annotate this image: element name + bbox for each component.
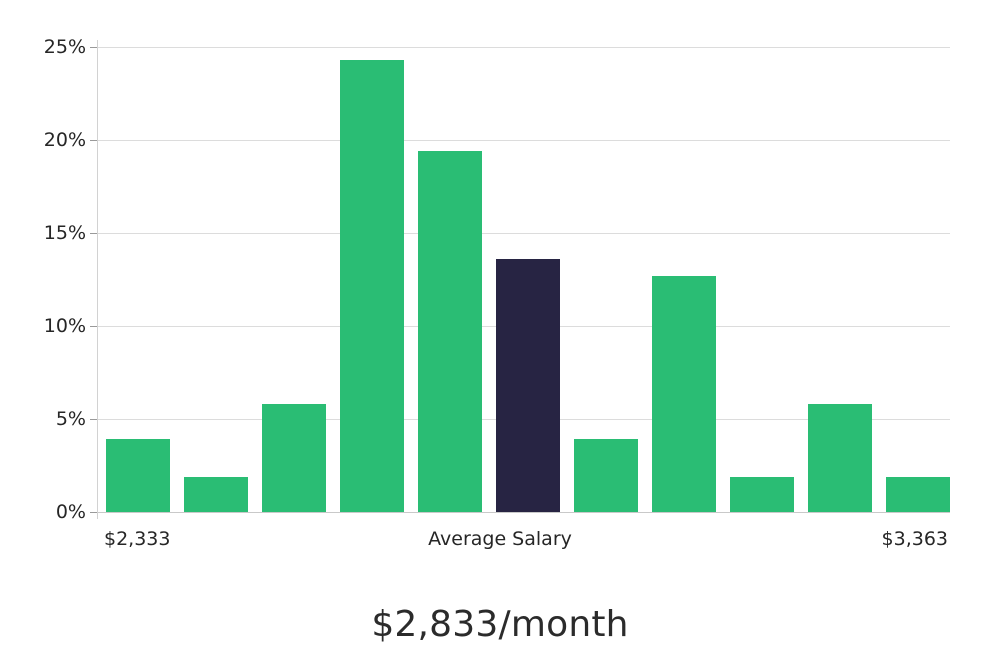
y-tick-label: 20% bbox=[43, 129, 86, 151]
chart-caption: $2,833/month bbox=[371, 604, 629, 645]
gridline-25% bbox=[98, 47, 950, 48]
plot-area bbox=[90, 47, 950, 513]
bar[interactable] bbox=[184, 476, 248, 512]
y-tick-label: 10% bbox=[43, 315, 86, 337]
bar[interactable] bbox=[652, 275, 716, 512]
gridline-0% bbox=[98, 512, 950, 513]
y-tick-mark bbox=[90, 419, 97, 420]
y-axis-spine bbox=[97, 40, 98, 519]
bar[interactable] bbox=[106, 439, 170, 512]
y-tick-mark bbox=[90, 47, 97, 48]
x-axis-labels: $2,333 Average Salary $3,363 bbox=[0, 528, 1000, 560]
bar-highlighted[interactable] bbox=[496, 259, 560, 512]
y-tick-mark bbox=[90, 233, 97, 234]
y-tick-mark bbox=[90, 326, 97, 327]
y-tick-mark bbox=[90, 512, 97, 513]
gridline-20% bbox=[98, 140, 950, 141]
bar[interactable] bbox=[808, 404, 872, 512]
bar[interactable] bbox=[418, 151, 482, 512]
y-tick-label: 15% bbox=[43, 222, 86, 244]
bar[interactable] bbox=[262, 404, 326, 512]
bar[interactable] bbox=[730, 476, 794, 512]
x-axis-min-label: $2,333 bbox=[104, 528, 171, 550]
gridline-15% bbox=[98, 233, 950, 234]
bar[interactable] bbox=[886, 476, 950, 512]
y-tick-label: 5% bbox=[55, 408, 86, 430]
x-axis-title: Average Salary bbox=[428, 528, 572, 550]
y-tick-label: 0% bbox=[55, 501, 86, 523]
y-axis-labels: 0% 5% 10% 15% 20% 25% bbox=[0, 36, 86, 523]
y-tick-label: 25% bbox=[43, 36, 86, 58]
bar[interactable] bbox=[574, 439, 638, 512]
x-axis-max-label: $3,363 bbox=[881, 528, 948, 550]
y-tick-mark bbox=[90, 140, 97, 141]
bar[interactable] bbox=[340, 60, 404, 512]
